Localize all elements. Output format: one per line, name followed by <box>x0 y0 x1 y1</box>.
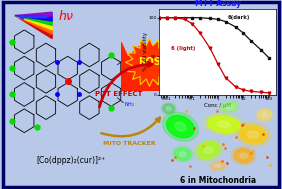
Polygon shape <box>15 15 52 39</box>
Line: 6 (light): 6 (light) <box>158 16 270 94</box>
6 (light) <box>208 47 212 50</box>
Polygon shape <box>15 15 52 25</box>
6(dark) <box>234 26 237 28</box>
Text: $h\nu$: $h\nu$ <box>58 9 75 23</box>
6 (light) <box>173 17 176 19</box>
FancyArrowPatch shape <box>101 118 160 136</box>
FancyArrowPatch shape <box>20 15 46 19</box>
6(dark) <box>242 32 245 34</box>
Ellipse shape <box>179 152 186 157</box>
Text: [Co(dppz)₂(cur)]²⁺: [Co(dppz)₂(cur)]²⁺ <box>36 156 105 165</box>
Polygon shape <box>15 12 52 17</box>
Ellipse shape <box>211 162 225 170</box>
Ellipse shape <box>204 147 213 153</box>
Text: 6(dark): 6(dark) <box>227 15 250 20</box>
Ellipse shape <box>235 122 271 147</box>
6 (light) <box>183 18 186 20</box>
Ellipse shape <box>209 161 227 171</box>
Ellipse shape <box>222 102 237 112</box>
Ellipse shape <box>257 109 272 120</box>
Ellipse shape <box>239 125 266 144</box>
Text: PDT EFFECT: PDT EFFECT <box>95 91 142 98</box>
Title: MTT Assay: MTT Assay <box>195 0 241 9</box>
6(dark) <box>267 57 270 59</box>
Text: ROS: ROS <box>138 57 161 67</box>
Text: 6 (light): 6 (light) <box>171 46 195 51</box>
Ellipse shape <box>215 164 221 167</box>
6(dark) <box>259 49 263 51</box>
6 (light) <box>165 17 169 19</box>
6 (light) <box>242 89 245 91</box>
Ellipse shape <box>197 142 220 158</box>
Polygon shape <box>15 15 52 21</box>
6(dark) <box>158 17 161 19</box>
Ellipse shape <box>219 101 240 114</box>
6(dark) <box>249 40 253 42</box>
6(dark) <box>173 17 176 19</box>
Text: NH$_2$: NH$_2$ <box>124 54 135 63</box>
Ellipse shape <box>231 147 256 165</box>
6(dark) <box>191 17 194 19</box>
X-axis label: Conc / μM: Conc / μM <box>204 103 232 108</box>
Y-axis label: % Cell viability: % Cell viability <box>143 32 147 71</box>
Text: 6 in Mitochondria: 6 in Mitochondria <box>180 176 256 185</box>
Ellipse shape <box>248 131 258 138</box>
6(dark) <box>165 17 169 19</box>
Ellipse shape <box>234 149 253 163</box>
Ellipse shape <box>240 153 247 159</box>
Text: NH$_2$: NH$_2$ <box>124 100 135 109</box>
FancyArrowPatch shape <box>100 62 152 107</box>
Ellipse shape <box>172 146 193 162</box>
Polygon shape <box>73 43 169 139</box>
Ellipse shape <box>163 104 175 113</box>
Text: MITO TRACKER: MITO TRACKER <box>103 141 156 146</box>
6(dark) <box>224 20 227 23</box>
6(dark) <box>183 17 186 19</box>
Ellipse shape <box>167 115 194 138</box>
FancyBboxPatch shape <box>3 2 279 187</box>
Ellipse shape <box>194 139 223 161</box>
Polygon shape <box>15 15 52 30</box>
Ellipse shape <box>262 113 268 117</box>
Polygon shape <box>125 38 173 87</box>
6 (light) <box>216 63 219 65</box>
6(dark) <box>216 18 219 20</box>
6 (light) <box>259 91 263 93</box>
6 (light) <box>267 92 270 94</box>
Ellipse shape <box>175 122 186 131</box>
Ellipse shape <box>203 114 245 135</box>
Ellipse shape <box>161 102 176 115</box>
Ellipse shape <box>255 108 274 122</box>
6 (light) <box>249 90 253 93</box>
Polygon shape <box>15 15 52 34</box>
Ellipse shape <box>226 105 233 109</box>
Ellipse shape <box>166 107 171 111</box>
6 (light) <box>198 32 202 34</box>
6 (light) <box>224 77 227 79</box>
6(dark) <box>208 17 212 20</box>
Ellipse shape <box>162 112 198 141</box>
6 (light) <box>191 23 194 25</box>
Ellipse shape <box>217 121 230 128</box>
Ellipse shape <box>175 148 191 160</box>
Ellipse shape <box>208 116 240 132</box>
6(dark) <box>198 17 202 19</box>
6 (light) <box>234 86 237 88</box>
Line: 6(dark): 6(dark) <box>158 16 270 59</box>
6 (light) <box>158 17 161 19</box>
